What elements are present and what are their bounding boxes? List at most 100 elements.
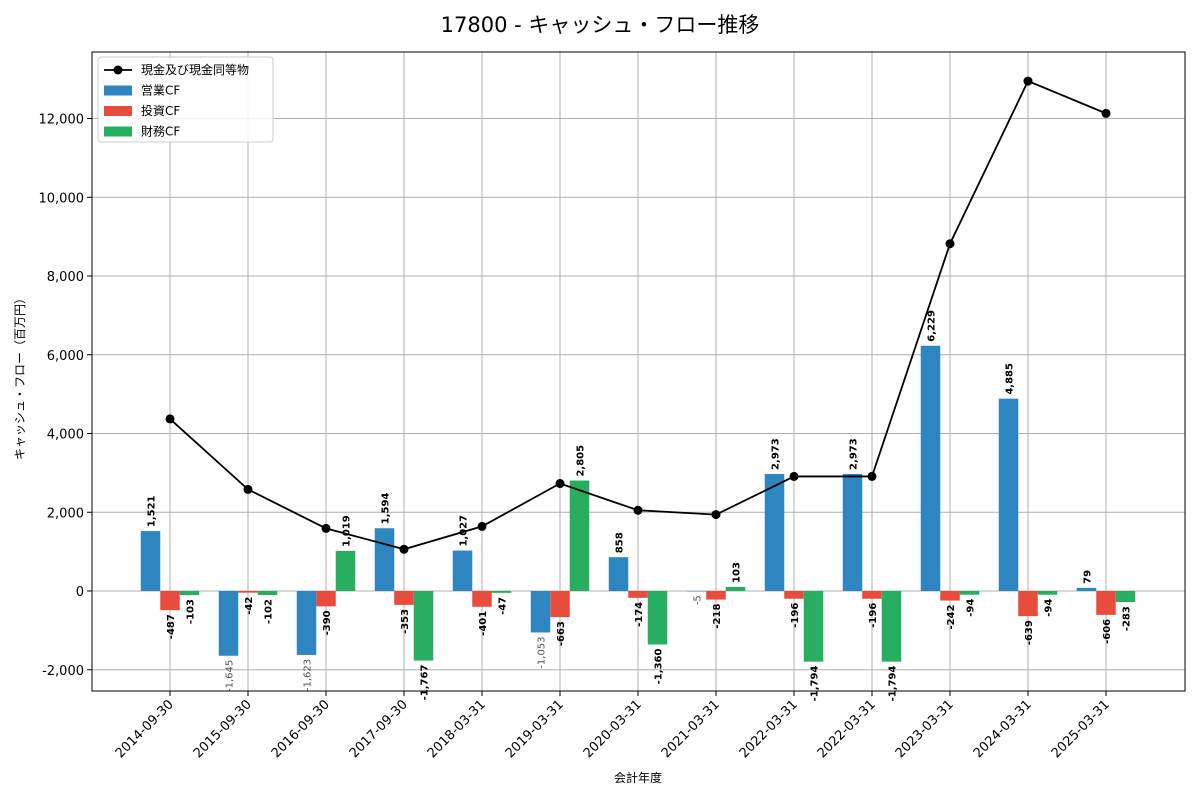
data-label: 858 [615, 532, 626, 553]
bar [608, 557, 629, 591]
cash-line-point [945, 239, 955, 249]
y-tick-label: 4,000 [47, 428, 84, 443]
cash-line-point [789, 471, 799, 481]
data-label: -174 [634, 602, 645, 627]
data-label: -1,645 [225, 660, 236, 692]
y-tick-label: 0 [76, 585, 84, 600]
grid-lines [92, 52, 1185, 691]
bar [1018, 591, 1038, 617]
bar [238, 591, 258, 593]
bar [452, 550, 473, 591]
data-label: -1,767 [420, 665, 431, 701]
cash-line-point [633, 505, 643, 515]
bar [257, 591, 278, 596]
data-label: 6,229 [927, 310, 938, 342]
bar [550, 591, 570, 618]
cash-line-point [1023, 76, 1033, 86]
data-label: -353 [400, 609, 411, 634]
data-label: -94 [966, 599, 977, 617]
data-label: 79 [1083, 570, 1094, 584]
y-tick-label: 8,000 [47, 270, 84, 285]
data-label: 2,973 [771, 438, 782, 470]
data-label: 1,594 [381, 493, 392, 525]
data-label: 103 [732, 562, 743, 583]
bar [862, 591, 882, 599]
bar [647, 591, 668, 645]
chart-title: 17800 - キャッシュ・フロー推移 [441, 13, 760, 37]
data-label: -196 [868, 603, 879, 628]
bar [374, 528, 395, 591]
data-label: -242 [946, 604, 957, 629]
bar [842, 473, 863, 591]
legend-label: 投資CF [141, 103, 180, 118]
data-labels: 1,521 -1,645 -1,623 1,594 1,027 -1,053 858 -5 2,… [147, 310, 1133, 701]
bar [764, 473, 785, 591]
x-tick-label: 2016-09-30 [269, 697, 333, 761]
bar [686, 591, 707, 592]
cash-line-point [243, 484, 253, 494]
bar [179, 591, 200, 596]
y-tick-label: 2,000 [47, 506, 84, 521]
data-label: -401 [478, 611, 489, 636]
bar [706, 591, 726, 600]
cash-line-point [1101, 108, 1111, 118]
y-tick-label: -2,000 [42, 664, 84, 679]
cash-line [165, 76, 1111, 554]
legend-label: 営業CF [141, 84, 180, 98]
data-label: -1,623 [303, 659, 314, 691]
bar [1096, 591, 1116, 615]
data-label: -487 [166, 614, 177, 639]
cash-line-point [321, 523, 331, 533]
bar [160, 591, 180, 611]
cash-line-point [165, 414, 175, 424]
cash-line-point [867, 471, 877, 481]
legend-box [97, 56, 274, 143]
cash-line-point [399, 544, 409, 554]
data-label: 2,973 [849, 438, 860, 470]
bar [335, 550, 356, 591]
data-label: 2,805 [576, 445, 587, 477]
data-label: -390 [322, 610, 333, 635]
y-tick-label: 6,000 [47, 349, 84, 364]
data-label: 1,521 [147, 495, 158, 527]
data-label: -663 [556, 621, 567, 646]
data-label: 1,027 [459, 515, 470, 547]
cash-line-point [477, 521, 487, 531]
bar [530, 591, 551, 633]
bar [472, 591, 492, 607]
y-tick-label: 12,000 [39, 113, 85, 128]
x-tick-label: 2015-09-30 [191, 697, 255, 761]
bar [394, 591, 414, 605]
legend-swatch [104, 85, 132, 96]
bar [140, 531, 161, 591]
data-label: 1,019 [342, 515, 353, 547]
bar [725, 586, 746, 591]
x-tick-label: 2019-03-31 [503, 697, 567, 761]
legend-swatch [104, 106, 132, 116]
legend-label: 現金及び現金同等物 [141, 62, 249, 77]
data-label: -1,794 [888, 666, 899, 702]
data-label: -639 [1024, 620, 1035, 645]
data-label: -102 [264, 599, 275, 624]
x-tick-label: 2025-03-31 [1049, 697, 1113, 761]
x-tick-label: 2021-03-31 [659, 697, 723, 761]
bars [140, 345, 1136, 662]
bar [803, 591, 824, 662]
data-label: -5 [693, 595, 704, 605]
data-label: -218 [712, 604, 723, 629]
bar [940, 591, 960, 601]
bar [218, 591, 239, 656]
bar [920, 345, 941, 591]
bar [569, 480, 590, 591]
x-axis-label: 会計年度 [614, 770, 662, 785]
data-label: 4,885 [1005, 363, 1016, 395]
y-tick-label: 10,000 [39, 191, 85, 206]
data-label: -196 [790, 603, 801, 628]
x-tick-label: 2022-03-31 [737, 697, 801, 761]
data-label: -1,053 [537, 636, 548, 668]
bar [296, 591, 317, 655]
bar [784, 591, 804, 599]
bar [1115, 591, 1136, 603]
bar [959, 591, 980, 595]
